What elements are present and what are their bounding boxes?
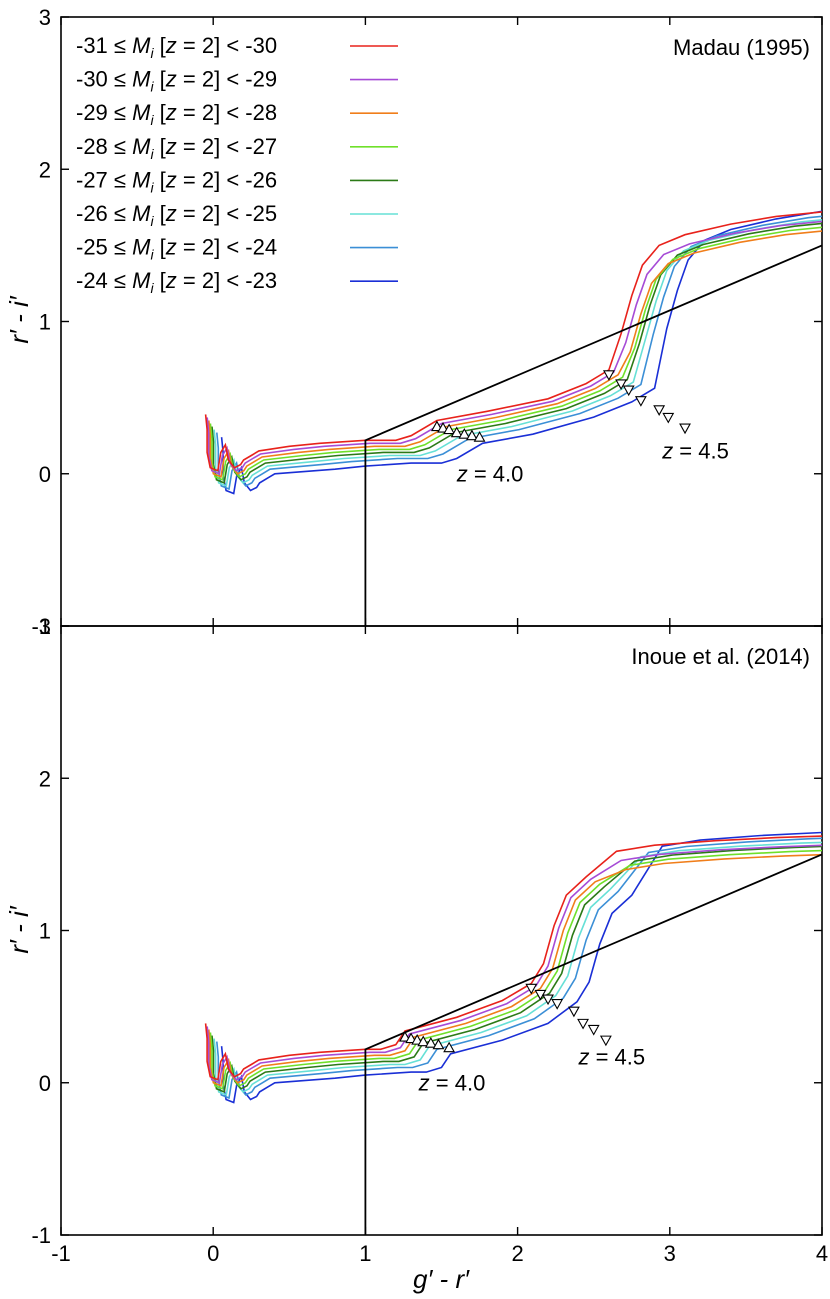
series-line [209,226,822,481]
plot-frame [60,625,823,1236]
x-tick-label: 1 [359,1241,371,1266]
z45-marker [599,1035,612,1047]
series-line [216,837,822,1100]
z45-marker [602,370,615,381]
x-tick-label: 0 [207,1241,219,1266]
legend-label: -25 ≤ Mi [z = 2] < -24 [76,235,277,263]
y-tick-label: 1 [39,919,51,944]
z45-marker [567,1006,580,1018]
series-line [209,849,822,1090]
z4-marker [473,431,486,442]
z45-marker [587,1024,600,1036]
z45-marker [525,983,538,995]
x-tick-label: 3 [664,1241,676,1266]
z45-marker [679,423,691,435]
z4-marker [430,420,443,432]
z45-marker [577,1018,589,1030]
z4-marker [443,1041,456,1053]
panel-bottom: -1 0 1 2 3 4 -1 0 1 2 3 z = 4.0 z = 4.5 Inoue et al. … [31,614,828,1266]
selection-boundary [364,244,822,626]
z45-marker [622,385,635,397]
legend-label: -27 ≤ Mi [z = 2] < -26 [76,167,277,195]
z45-marker [551,999,564,1010]
series-line [211,222,822,485]
z4-marker [411,1033,424,1045]
series-line [206,220,822,475]
redshift-annotation: z = 4.0 [456,461,524,486]
z4-marker [437,421,449,433]
z4-marker [466,429,478,441]
series-line [216,215,822,491]
series-line [204,211,822,472]
x-axis-label: g′ - r′ [413,1264,470,1294]
legend-label: -31 ≤ Mi [z = 2] < -30 [76,33,277,61]
model-title: Inoue et al. (2014) [631,644,810,669]
y-tick-label: 0 [39,1071,51,1096]
y-tick-label: 3 [39,5,51,30]
y-tick-label: -1 [31,1223,51,1248]
z45-marker [662,412,675,424]
y-axis-label-top: r′ - i′ [4,295,34,343]
z4-marker [450,426,463,438]
z4-marker [443,423,456,435]
series-line [211,845,822,1094]
selection-boundary [364,853,822,1235]
x-tick-label: -1 [51,1241,71,1266]
series-line [208,853,822,1087]
z4-marker [405,1032,417,1044]
series-line [213,841,822,1097]
x-tick-label: 4 [816,1241,828,1266]
z45-marker [542,994,554,1006]
series-line [206,844,822,1084]
x-tick-label: 2 [511,1241,523,1266]
series-line [220,831,822,1104]
z4-marker [432,1038,445,1050]
legend-label: -28 ≤ Mi [z = 2] < -27 [76,134,277,162]
y-tick-label: 3 [39,614,51,639]
redshift-annotation: z = 4.5 [661,439,729,464]
z45-marker [653,405,666,416]
legend-label: -26 ≤ Mi [z = 2] < -25 [76,201,277,229]
y-axis-label-bottom: r′ - i′ [4,905,34,953]
series-line [204,835,822,1081]
model-title: Madau (1995) [673,35,810,60]
y-tick-label: -1 [31,614,51,639]
z45-marker [615,379,628,391]
panel-top: -1 0 1 2 3 z = 4.0 z = 4.5 Madau (1995) -31 ≤ Mi… [31,5,823,639]
series-line [213,218,822,488]
z4-marker [458,428,471,439]
y-tick-label: 0 [39,462,51,487]
z4-marker [424,1037,437,1048]
legend-label: -29 ≤ Mi [z = 2] < -28 [76,100,277,128]
y-tick-label: 2 [39,157,51,182]
redshift-annotation: z = 4.0 [418,1070,486,1095]
legend-label: -24 ≤ Mi [z = 2] < -23 [76,268,277,296]
redshift-annotation: z = 4.5 [577,1044,645,1069]
z4-marker [417,1035,430,1047]
z45-marker [634,396,647,407]
y-tick-label: 1 [39,310,51,335]
legend-label: -30 ≤ Mi [z = 2] < -29 [76,67,277,95]
z4-marker [399,1030,411,1042]
y-tick-label: 2 [39,766,51,791]
series-line [208,230,822,478]
